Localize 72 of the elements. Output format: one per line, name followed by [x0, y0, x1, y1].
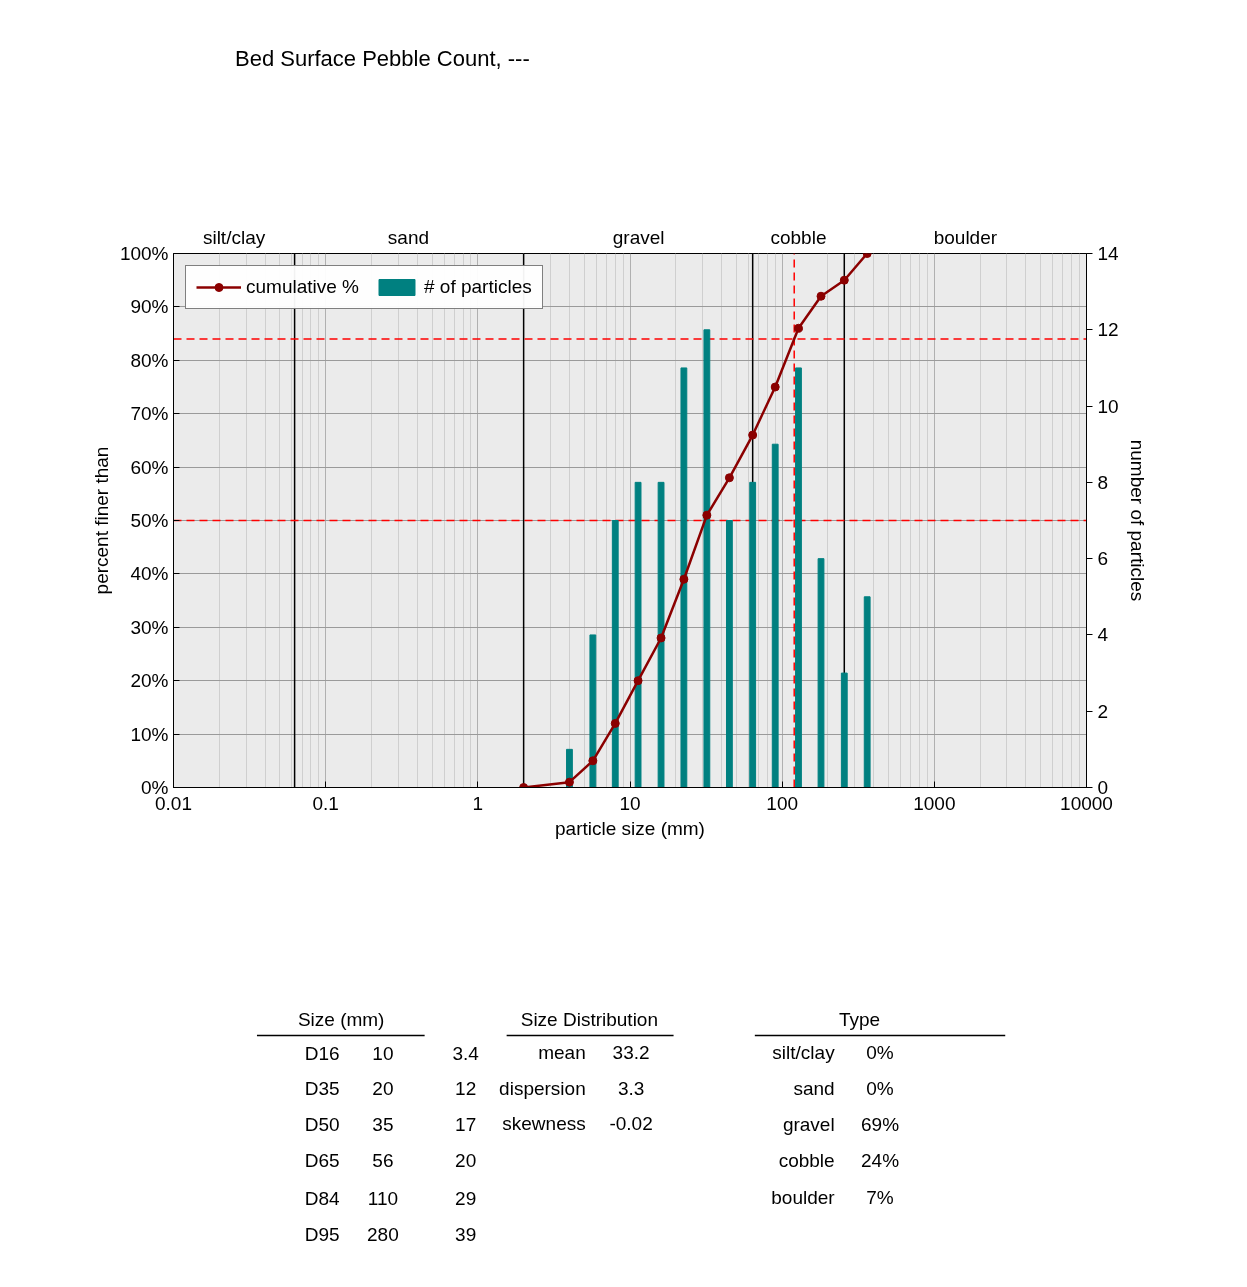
text: 10 — [372, 1043, 394, 1064]
text: 69% — [861, 1114, 900, 1135]
text: 12 — [455, 1078, 477, 1099]
y2-tick-label: 8 — [1097, 471, 1109, 493]
text: boulder — [771, 1187, 836, 1208]
text: silt/clay — [772, 1042, 836, 1063]
text: mean — [538, 1042, 586, 1063]
y2-tick-label: 4 — [1097, 624, 1109, 646]
text: Size Distribution — [520, 1009, 659, 1030]
text: 24% — [861, 1150, 900, 1171]
text: cobble — [778, 1150, 835, 1171]
y-tick-label: 70% — [130, 403, 169, 425]
text: silt/clay — [202, 226, 266, 248]
y-axis-title: percent finer than — [90, 446, 112, 595]
x-tick-label: 100 — [766, 792, 799, 814]
y-tick-label: 30% — [130, 616, 169, 638]
text: 20 — [455, 1150, 477, 1171]
text: D84 — [304, 1188, 340, 1209]
y-tick-label: 10% — [130, 723, 169, 745]
text: 29 — [455, 1188, 477, 1209]
text: 20 — [372, 1078, 394, 1099]
text: boulder — [933, 226, 998, 248]
y-tick-label: 20% — [130, 670, 169, 692]
text: 0% — [866, 1042, 894, 1063]
x-tick-label: 10 — [619, 792, 641, 814]
text: D35 — [304, 1078, 340, 1099]
text: 7% — [866, 1187, 894, 1208]
legend-label: # of particles — [424, 276, 532, 298]
y-tick-label: 0% — [141, 777, 169, 798]
text: 0% — [866, 1078, 894, 1099]
text: 17 — [455, 1114, 477, 1135]
y-tick-label: 90% — [130, 296, 169, 318]
y2-tick-label: 14 — [1097, 243, 1120, 264]
y-tick-label: 60% — [130, 456, 169, 478]
y2-tick-label: 12 — [1097, 319, 1119, 341]
y2-tick-label: 2 — [1097, 700, 1109, 722]
text: D16 — [304, 1043, 340, 1064]
y2-axis-title: number of particles — [1126, 439, 1148, 602]
x-tick-label: 1 — [472, 792, 484, 814]
text: dispersion — [499, 1078, 586, 1099]
text: gravel — [612, 226, 665, 248]
text: Size (mm) — [297, 1009, 385, 1030]
text: cobble — [770, 226, 827, 248]
y2-tick-label: 10 — [1097, 395, 1119, 417]
text: 280 — [367, 1224, 399, 1245]
text: -0.02 — [609, 1113, 653, 1134]
y-tick-label: 80% — [130, 349, 169, 371]
text: 39 — [455, 1224, 477, 1245]
chart-title: Bed Surface Pebble Count, --- — [235, 46, 530, 71]
text: 56 — [372, 1150, 394, 1171]
y-tick-label: 40% — [130, 563, 169, 585]
text: 3.4 — [452, 1043, 480, 1064]
y-tick-label: 100% — [119, 243, 169, 264]
text: D95 — [304, 1224, 340, 1245]
y-tick-label: 50% — [130, 510, 169, 531]
y2-tick-label: 0 — [1097, 777, 1109, 798]
y2-tick-label: 6 — [1097, 548, 1109, 570]
text: 110 — [367, 1188, 399, 1209]
x-axis-title: particle size (mm) — [555, 817, 705, 839]
x-tick-label: 1000 — [913, 792, 956, 814]
text: 3.3 — [617, 1078, 645, 1099]
legend-label: cumulative % — [246, 276, 359, 298]
text: 33.2 — [612, 1042, 650, 1063]
text: Type — [838, 1009, 881, 1030]
text: sand — [387, 226, 430, 248]
text: gravel — [782, 1114, 835, 1135]
x-tick-label: 0.1 — [312, 792, 339, 814]
text: skewness — [502, 1113, 586, 1134]
text: D65 — [304, 1150, 340, 1171]
text: sand — [793, 1078, 835, 1099]
text: 35 — [372, 1114, 394, 1135]
text: D50 — [304, 1114, 340, 1135]
